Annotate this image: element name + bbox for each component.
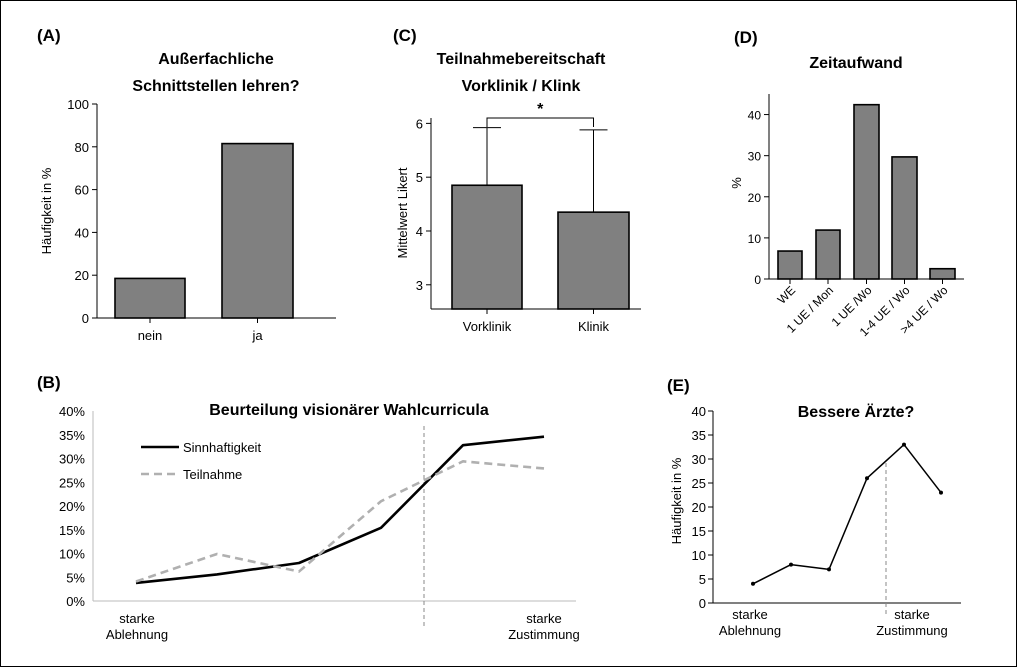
chart-d-y-tick-label: 0 — [754, 273, 761, 287]
panel-label-c: (C) — [393, 26, 417, 45]
chart-c-significance-bracket — [486, 117, 594, 127]
chart-a-y-tick-label: 60 — [75, 183, 89, 198]
chart-e-y-tick-label: 5 — [699, 572, 706, 587]
chart-d-y-tick-label: 40 — [748, 109, 762, 123]
chart-b-y-tick-label: 5% — [66, 570, 85, 585]
panel-label-a: (A) — [37, 26, 61, 45]
chart-b-x-label-end: starke — [526, 611, 561, 626]
chart-b-legend-label: Sinnhaftigkeit — [183, 440, 261, 455]
chart-b-y-tick-label: 0% — [66, 594, 85, 609]
chart-e-y-axis-label: Häufigkeit in % — [669, 457, 684, 544]
chart-d-bar — [815, 229, 841, 280]
chart-e-x-label-end: starke — [894, 607, 929, 622]
chart-e-y-tick-label: 30 — [692, 452, 706, 467]
chart-e-point — [751, 581, 755, 586]
chart-b-y-tick-label: 30% — [59, 452, 85, 467]
chart-a-x-tick-label: ja — [251, 328, 263, 343]
chart-e-point — [865, 476, 869, 481]
chart-e-point — [902, 442, 906, 447]
chart-d-y-tick-label: 30 — [748, 150, 762, 164]
chart-b-y-tick-label: 25% — [59, 475, 85, 490]
chart-d-bar — [777, 250, 803, 280]
chart-c-y-tick-label: 4 — [416, 224, 423, 239]
chart-c-y-axis-label: Mittelwert Likert — [395, 167, 410, 258]
chart-b-x-label-start: starke — [119, 611, 154, 626]
chart-b-series-line — [135, 435, 545, 585]
chart-a-y-tick-label: 40 — [75, 225, 89, 240]
chart-e-point — [939, 490, 943, 495]
chart-b-series-line — [135, 460, 545, 583]
chart-b-y-tick-label: 10% — [59, 547, 85, 562]
chart-a-title: Außerfachliche — [158, 51, 274, 68]
chart-e-y-tick-label: 35 — [692, 428, 706, 443]
chart-d-y-tick-label: 20 — [748, 191, 762, 205]
chart-e-title: Bessere Ärzte? — [798, 403, 915, 421]
chart-a-bar — [221, 142, 294, 319]
chart-e-y-tick-label: 25 — [692, 476, 706, 491]
chart-c-bar — [557, 211, 630, 310]
chart-e-y-tick-label: 20 — [692, 500, 706, 515]
chart-e-x-label-start: starke — [732, 607, 767, 622]
chart-b-y-tick-label: 15% — [59, 523, 85, 538]
chart-d-bar — [891, 156, 918, 280]
chart-d-title: Zeitaufwand — [809, 55, 902, 72]
chart-a-y-tick-label: 100 — [67, 97, 89, 112]
chart-a-y-axis-label: Häufigkeit in % — [39, 167, 54, 254]
panel-label-b: (B) — [37, 373, 61, 392]
chart-e-x-label-end: Zustimmung — [876, 623, 948, 638]
chart-b-x-label-start: Ablehnung — [106, 627, 168, 642]
chart-c-x-tick-label: Vorklinik — [463, 319, 512, 334]
chart-e-y-tick-label: 40 — [692, 404, 706, 419]
panel-label-d: (D) — [734, 28, 758, 47]
chart-a-y-tick-label: 0 — [82, 311, 89, 326]
chart-a-y-tick-label: 20 — [75, 268, 89, 283]
chart-e-point — [827, 567, 831, 572]
chart-b-y-tick-label: 35% — [59, 428, 85, 443]
chart-e-x-label-start: Ablehnung — [719, 623, 781, 638]
panel-label-e: (E) — [667, 376, 690, 395]
chart-e-series-line — [752, 443, 942, 585]
chart-b-y-tick-label: 20% — [59, 499, 85, 514]
chart-b-y-tick-label: 40% — [59, 404, 85, 419]
chart-c-y-tick-label: 6 — [416, 116, 423, 131]
chart-a-title: Schnittstellen lehren? — [132, 78, 299, 95]
chart-e-point — [789, 562, 793, 567]
chart-a-y-tick-label: 80 — [75, 140, 89, 155]
chart-a-x-tick-label: nein — [138, 328, 163, 343]
chart-d-x-tick-label: WE — [775, 283, 799, 307]
chart-c-x-tick-label: Klinik — [578, 319, 610, 334]
chart-a-bar — [114, 277, 186, 319]
chart-d-bar — [929, 267, 956, 280]
chart-c-y-tick-label: 3 — [416, 278, 423, 293]
chart-b-title: Beurteilung visionärer Wahlcurricula — [209, 402, 489, 419]
chart-d-y-axis-label: % — [729, 177, 744, 189]
chart-c-title: Teilnahmebereitschaft — [437, 51, 606, 68]
chart-c-bar — [451, 184, 523, 310]
chart-d-bar — [853, 103, 880, 280]
chart-c-title: Vorklinik / Klink — [462, 78, 581, 95]
chart-c-y-tick-label: 5 — [416, 170, 423, 185]
chart-e-y-tick-label: 10 — [692, 548, 706, 563]
chart-d-y-tick-label: 10 — [748, 232, 762, 246]
chart-c-significance-star: * — [537, 101, 544, 118]
chart-b-legend-label: Teilnahme — [183, 467, 242, 482]
chart-e-y-tick-label: 15 — [692, 524, 706, 539]
chart-b-x-label-end: Zustimmung — [508, 627, 580, 642]
chart-e-y-tick-label: 0 — [699, 596, 706, 611]
